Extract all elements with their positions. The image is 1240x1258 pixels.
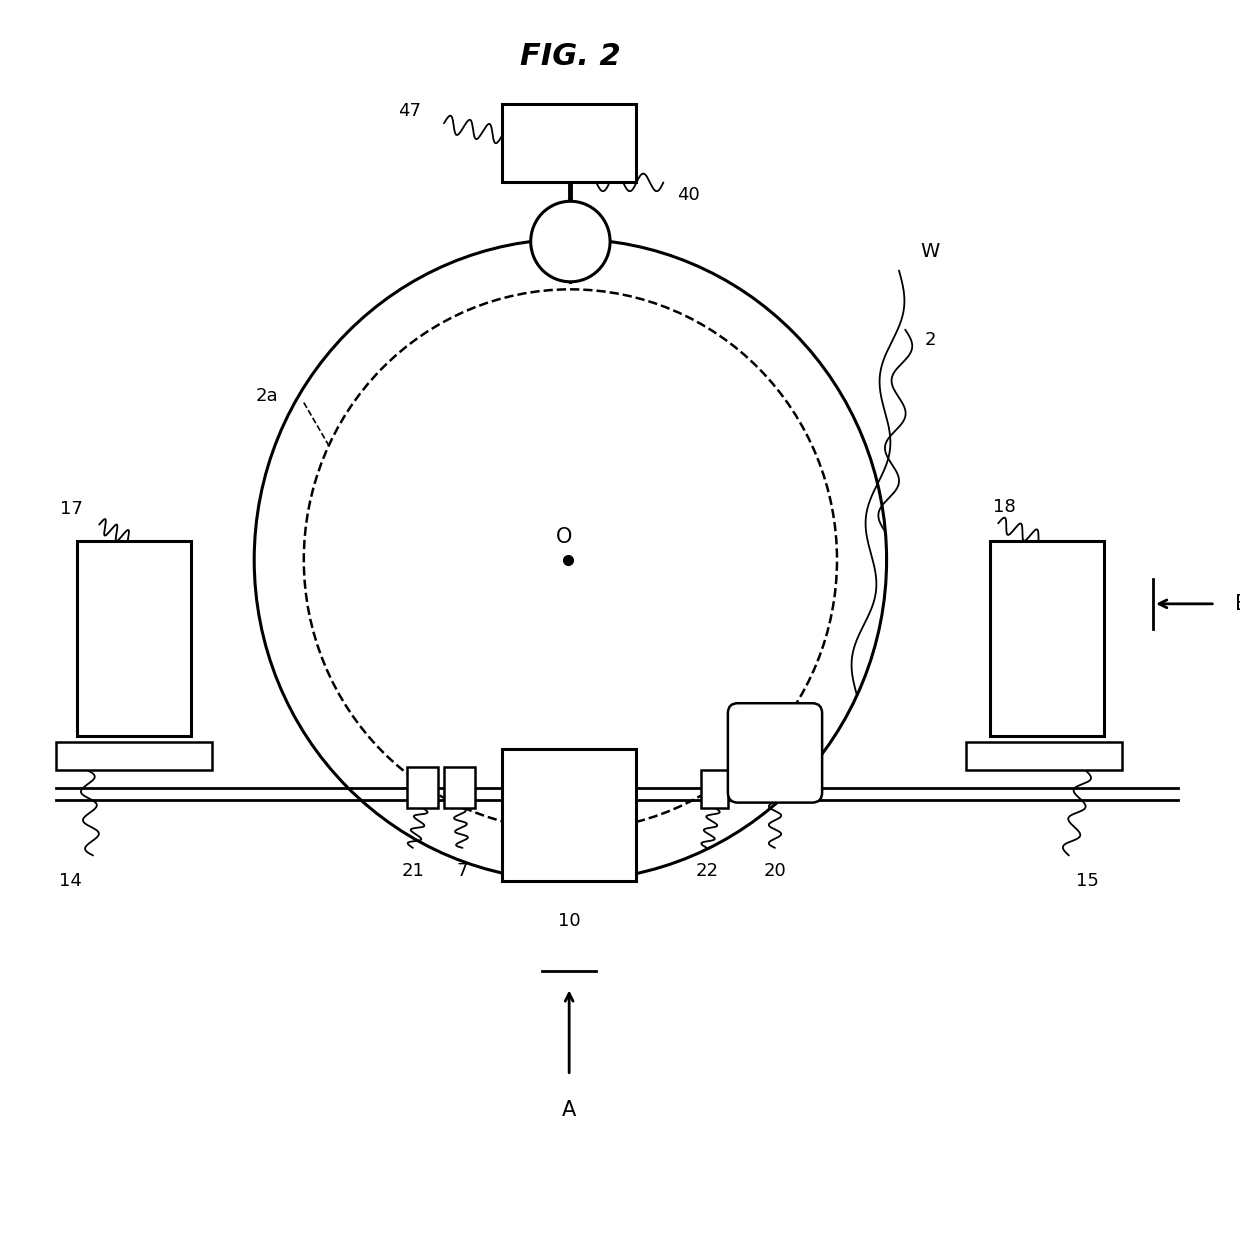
Circle shape [254,239,887,881]
Text: 15: 15 [1076,872,1099,889]
Text: 10: 10 [558,912,580,930]
Text: 17: 17 [61,501,83,518]
Text: 2: 2 [924,331,936,348]
FancyBboxPatch shape [728,703,822,803]
Text: 2a: 2a [255,387,278,405]
Text: 40: 40 [677,186,699,204]
Bar [701,770,728,808]
Text: B: B [1235,594,1240,614]
Text: 21: 21 [402,862,424,879]
Bar [444,767,475,808]
Text: O: O [556,527,573,547]
Bar [990,541,1104,736]
Text: 20: 20 [764,862,786,879]
Circle shape [531,201,610,282]
Bar [77,541,191,736]
Text: 14: 14 [60,872,82,889]
Text: 47: 47 [398,102,420,120]
Bar [56,742,212,770]
Text: FIG. 2: FIG. 2 [520,42,621,72]
Text: 18: 18 [993,498,1016,516]
Bar [502,104,636,182]
Text: A: A [562,1099,577,1120]
Text: 22: 22 [696,862,718,879]
Text: W: W [920,242,940,262]
Bar [502,749,636,881]
Text: 7: 7 [456,862,469,879]
Bar [966,742,1122,770]
Bar [407,767,438,808]
